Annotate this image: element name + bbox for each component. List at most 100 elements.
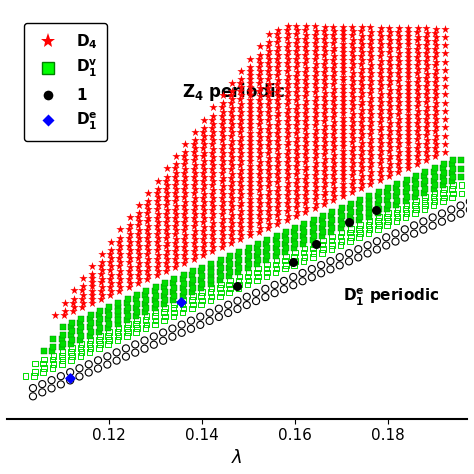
Point bbox=[423, 111, 431, 118]
Point bbox=[301, 150, 309, 158]
Point bbox=[61, 307, 68, 315]
Point bbox=[404, 57, 411, 65]
Point bbox=[243, 301, 251, 309]
Point bbox=[293, 109, 301, 117]
Point bbox=[282, 245, 290, 252]
Point bbox=[265, 179, 273, 186]
Point bbox=[395, 90, 403, 98]
Point bbox=[340, 106, 347, 113]
Point bbox=[300, 224, 307, 232]
Point bbox=[198, 268, 205, 275]
Point bbox=[227, 116, 235, 124]
Point bbox=[321, 196, 328, 203]
Point bbox=[330, 167, 338, 175]
Point bbox=[107, 271, 115, 278]
Point bbox=[385, 82, 393, 89]
Point bbox=[385, 40, 393, 48]
Point bbox=[384, 184, 392, 192]
Point bbox=[144, 251, 151, 258]
Point bbox=[210, 236, 217, 243]
Point bbox=[179, 301, 186, 308]
Point bbox=[219, 141, 227, 148]
Point bbox=[143, 320, 150, 328]
Point bbox=[265, 170, 273, 178]
Point bbox=[246, 203, 254, 210]
Point bbox=[301, 35, 309, 43]
Point bbox=[386, 61, 394, 69]
Point bbox=[432, 136, 439, 144]
Point bbox=[394, 127, 402, 135]
Point bbox=[311, 155, 319, 162]
Point bbox=[365, 209, 373, 216]
Point bbox=[265, 88, 273, 96]
Point bbox=[392, 184, 400, 192]
Point bbox=[190, 198, 198, 205]
Point bbox=[70, 295, 78, 302]
Point bbox=[302, 39, 310, 47]
Point bbox=[441, 41, 448, 49]
Point bbox=[329, 64, 337, 72]
Point bbox=[88, 283, 95, 290]
Point bbox=[104, 307, 112, 315]
Point bbox=[50, 344, 57, 351]
Point bbox=[265, 195, 273, 203]
Point bbox=[420, 189, 428, 197]
Point bbox=[458, 190, 465, 197]
Point bbox=[237, 145, 244, 153]
Point bbox=[95, 328, 103, 336]
Point bbox=[357, 151, 365, 159]
Point bbox=[414, 91, 421, 98]
Point bbox=[172, 198, 179, 205]
Point bbox=[358, 114, 366, 122]
Point bbox=[321, 97, 328, 105]
Point bbox=[321, 114, 328, 121]
Point bbox=[394, 86, 402, 93]
Point bbox=[190, 231, 198, 238]
Point bbox=[411, 185, 419, 192]
Point bbox=[404, 107, 411, 114]
Point bbox=[256, 141, 264, 149]
Point bbox=[69, 299, 77, 306]
Point bbox=[376, 135, 383, 143]
Point bbox=[173, 227, 180, 234]
Point bbox=[181, 185, 188, 193]
Point bbox=[328, 208, 336, 216]
Point bbox=[264, 59, 272, 66]
Point bbox=[199, 128, 207, 136]
Point bbox=[116, 263, 123, 270]
Point bbox=[59, 340, 66, 347]
Point bbox=[200, 140, 208, 148]
Point bbox=[78, 332, 85, 339]
Point bbox=[432, 78, 439, 86]
Point bbox=[256, 43, 264, 50]
Point bbox=[207, 280, 214, 288]
Point bbox=[440, 177, 447, 184]
Point bbox=[358, 164, 366, 171]
Point bbox=[358, 139, 366, 146]
Point bbox=[132, 295, 140, 303]
Point bbox=[245, 260, 253, 268]
Point bbox=[209, 239, 216, 247]
Point bbox=[302, 64, 310, 72]
Point bbox=[376, 61, 383, 68]
Point bbox=[181, 161, 188, 168]
Point bbox=[312, 52, 319, 59]
Point bbox=[244, 281, 252, 288]
Point bbox=[328, 245, 335, 253]
Point bbox=[237, 100, 245, 108]
Point bbox=[153, 238, 160, 246]
Point bbox=[191, 227, 199, 235]
Point bbox=[246, 55, 254, 62]
Point bbox=[395, 156, 403, 164]
Point bbox=[237, 83, 245, 91]
Point bbox=[210, 170, 217, 177]
Point bbox=[349, 102, 356, 109]
Point bbox=[182, 140, 189, 148]
Point bbox=[107, 287, 115, 295]
Point bbox=[265, 64, 273, 71]
Point bbox=[144, 218, 151, 225]
Point bbox=[311, 204, 319, 211]
Point bbox=[433, 49, 440, 57]
Point bbox=[89, 271, 96, 278]
Point bbox=[274, 191, 282, 199]
